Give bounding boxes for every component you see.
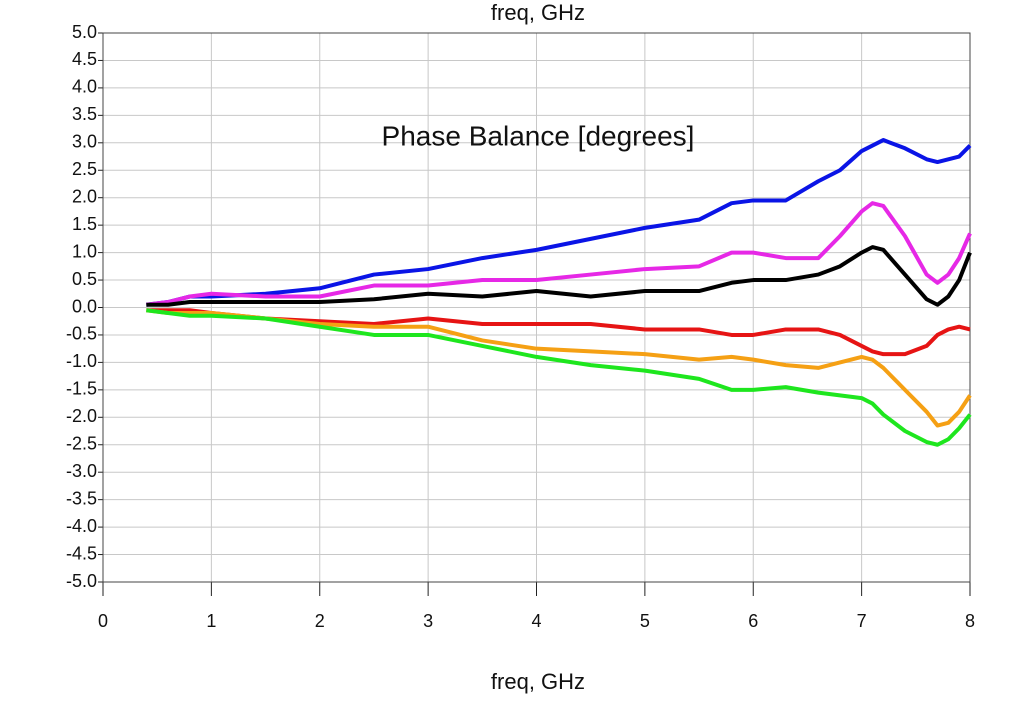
series-line [146,308,972,447]
y-tick-label: 3.5 [72,104,97,124]
x-tick-label: 5 [640,611,650,631]
top-label: freq, GHz [491,0,585,25]
y-tick-label: -1.0 [66,351,97,371]
x-tick-label: 4 [531,611,541,631]
y-tick-label: -4.5 [66,543,97,563]
y-tick-label: -2.5 [66,434,97,454]
series-line [146,245,972,307]
y-tick-label: 2.5 [72,159,97,179]
y-tick-label: -5.0 [66,571,97,591]
y-tick-label: 0.5 [72,269,97,289]
y-tick-label: -2.0 [66,406,97,426]
x-tick-label: 8 [965,611,975,631]
x-tick-label: 1 [206,611,216,631]
y-tick-label: -3.5 [66,488,97,508]
y-tick-label: -4.0 [66,516,97,536]
series-line [146,308,971,357]
y-tick-label: 0.0 [72,296,97,316]
y-tick-label: -1.5 [66,379,97,399]
series-line [146,308,972,428]
y-tick-label: -3.0 [66,461,97,481]
annotation: Phase Balance [degrees] [382,120,695,151]
y-tick-label: 1.5 [72,214,97,234]
y-tick-label: 1.0 [72,241,97,261]
plot-frame [102,32,971,583]
x-tick-label: 2 [315,611,325,631]
y-tick-label: 3.0 [72,132,97,152]
x-tick-label: 6 [748,611,758,631]
x-axis-label: freq, GHz [491,669,585,694]
plot-area: 5.0 4.5 4.0 3.5 3.0 2.5 2.0 1.5 1.0 0.5 0.0 -0.5 -1.… [66,22,975,631]
y-tick-label: 4.5 [72,49,97,69]
series-line [146,138,972,307]
x-tick-label: 3 [423,611,433,631]
x-tick-label: 7 [857,611,867,631]
series-line [146,201,972,307]
y-tick-label: 2.0 [72,186,97,206]
y-tick-label: 4.0 [72,77,97,97]
y-tick-label: 5.0 [72,22,97,42]
x-tick-label: 0 [98,611,108,631]
y-tick-label: -0.5 [66,324,97,344]
